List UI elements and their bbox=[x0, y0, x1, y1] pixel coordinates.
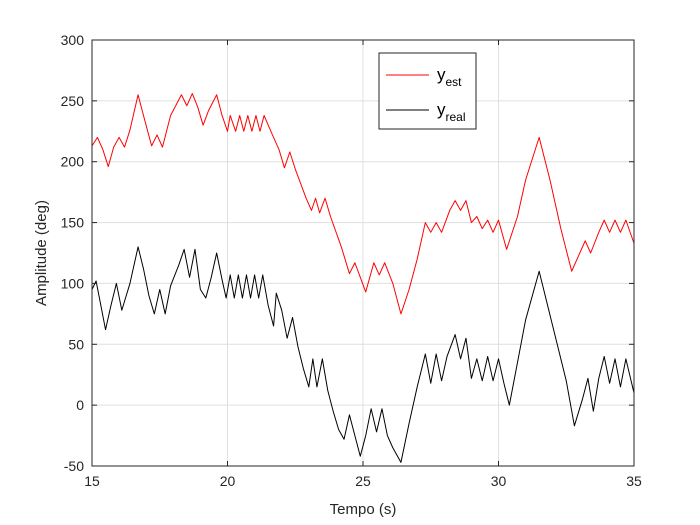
y-tick-label: 150 bbox=[61, 215, 85, 231]
legend-label-est-sub: est bbox=[446, 75, 463, 89]
x-axis-label: Tempo (s) bbox=[330, 501, 397, 518]
y-tick-label: 100 bbox=[61, 275, 85, 291]
y-tick-label: 300 bbox=[61, 32, 85, 48]
y-tick-label: 200 bbox=[61, 154, 85, 170]
legend-label-est-main: y bbox=[437, 65, 446, 84]
x-tick-label: 30 bbox=[491, 473, 507, 489]
series-layer bbox=[91, 93, 635, 463]
x-tick-label: 25 bbox=[355, 473, 371, 489]
series-line-y-real bbox=[91, 246, 635, 463]
series-line-y-est bbox=[91, 93, 635, 315]
legend-label-real-main: y bbox=[437, 100, 446, 119]
y-tick-label: 250 bbox=[61, 93, 85, 109]
legend-box bbox=[378, 52, 477, 130]
legend-label-est: yest bbox=[437, 65, 462, 89]
legend: yest yreal bbox=[378, 52, 477, 130]
y-tick-label: 50 bbox=[68, 336, 84, 352]
legend-label-real: yreal bbox=[437, 100, 466, 124]
x-tick-label: 20 bbox=[220, 473, 236, 489]
y-axis-label: Amplitude (deg) bbox=[33, 200, 50, 306]
x-tick-label: 15 bbox=[84, 473, 100, 489]
y-tick-label: -50 bbox=[64, 458, 84, 474]
y-tick-label: 0 bbox=[76, 397, 84, 413]
legend-label-real-sub: real bbox=[446, 110, 466, 124]
x-tick-label: 35 bbox=[626, 473, 642, 489]
ticks: 15 20 25 30 35 -50 0 50 100 150 200 250 300 bbox=[61, 32, 642, 489]
